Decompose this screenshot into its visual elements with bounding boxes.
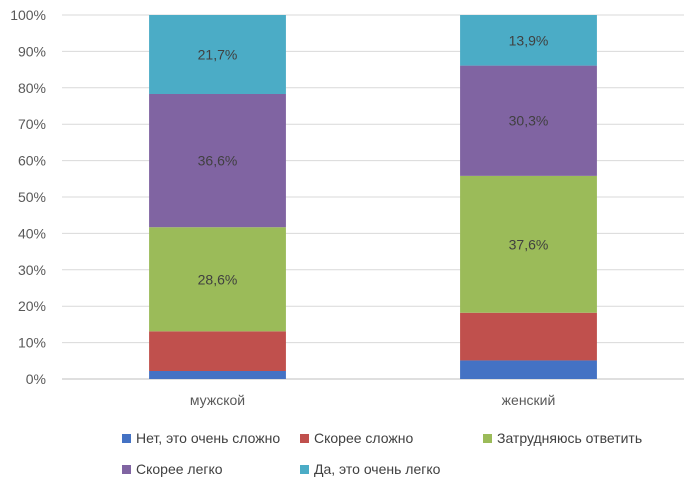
data-label: 37,6%	[509, 236, 549, 252]
legend-item-skoree-slozhno: Скорее сложно	[300, 430, 413, 446]
y-tick-label: 30%	[18, 262, 46, 278]
bar-segment	[460, 175, 597, 313]
legend-item-ochen-legko: Да, это очень легко	[300, 461, 440, 477]
data-label: 28,6%	[198, 271, 238, 287]
y-tick-label: 10%	[18, 335, 46, 351]
x-axis-ticks: мужской женский	[190, 392, 555, 408]
legend-label: Нет, это очень сложно	[136, 430, 281, 446]
legend-swatch	[300, 464, 309, 474]
bar-segment	[460, 360, 597, 379]
bar-segment	[149, 15, 286, 94]
data-labels: 28,6% 36,6% 21,7% 37,6% 30,3% 13,9%	[198, 32, 549, 287]
bar-segment	[149, 93, 286, 228]
bar-segment	[149, 227, 286, 332]
y-tick-label: 80%	[18, 80, 46, 96]
bar-segment	[149, 370, 286, 379]
data-label: 30,3%	[509, 113, 549, 129]
y-tick-label: 70%	[18, 116, 46, 132]
legend-swatch	[122, 464, 131, 474]
legend-item-skoree-legko: Скорее легко	[122, 461, 223, 477]
data-label: 21,7%	[198, 46, 238, 62]
legend-item-zatrudnyayus: Затрудняюсь ответить	[483, 430, 642, 446]
y-tick-label: 100%	[10, 7, 46, 23]
bar-segment	[149, 331, 286, 371]
legend-label: Скорее сложно	[314, 430, 414, 446]
legend-swatch	[483, 433, 492, 443]
legend-label: Да, это очень легко	[314, 461, 441, 477]
y-tick-label: 20%	[18, 298, 46, 314]
x-tick-label: женский	[502, 392, 556, 408]
y-tick-label: 40%	[18, 225, 46, 241]
y-tick-label: 50%	[18, 189, 46, 205]
legend-swatch	[122, 433, 131, 443]
legend-label: Затрудняюсь ответить	[497, 430, 643, 446]
bars	[149, 15, 597, 379]
y-tick-label: 90%	[18, 43, 46, 59]
bar-segment	[460, 65, 597, 176]
x-tick-label: мужской	[190, 392, 245, 408]
bar-segment	[460, 15, 597, 66]
legend-item-ochen-slozhno: Нет, это очень сложно	[122, 430, 280, 446]
legend: Нет, это очень сложно Скорее сложно Затр…	[0, 420, 684, 480]
bar-segment	[460, 312, 597, 361]
legend-swatch	[300, 433, 309, 443]
y-tick-label: 0%	[26, 371, 46, 387]
data-label: 13,9%	[509, 32, 549, 48]
legend-label: Скорее легко	[136, 461, 223, 477]
y-axis-ticks: 0% 10% 20% 30% 40% 50% 60% 70% 80% 90% 100%	[10, 7, 46, 387]
y-tick-label: 60%	[18, 153, 46, 169]
data-label: 36,6%	[198, 153, 238, 169]
